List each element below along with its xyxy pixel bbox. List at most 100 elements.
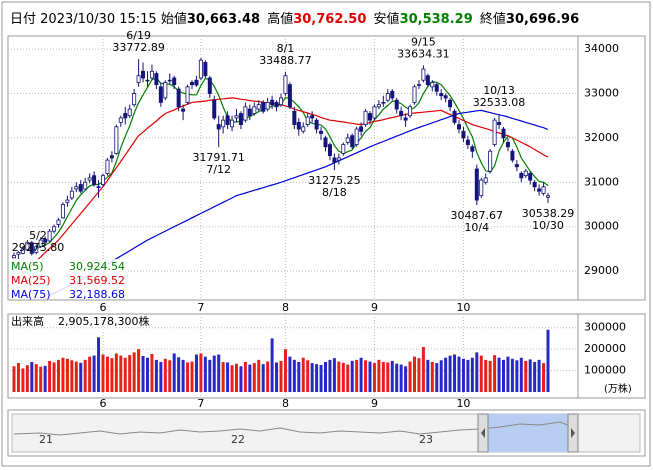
candle-body <box>381 101 386 104</box>
candle-body <box>25 241 30 251</box>
candle-body <box>283 75 288 94</box>
volume-bar <box>395 363 399 392</box>
candle-body <box>443 95 448 99</box>
header-low: 30,538.29 <box>399 12 473 27</box>
candle-body <box>461 130 466 139</box>
candle-body <box>43 238 48 243</box>
candle-body <box>127 108 132 117</box>
volume-bar <box>332 358 336 392</box>
candle-body <box>163 82 168 99</box>
candle-body <box>372 106 377 119</box>
volume-bar <box>301 357 305 392</box>
volume-bar <box>399 364 403 392</box>
navigator-label: 22 <box>231 433 245 446</box>
candle-body <box>359 126 364 132</box>
candle-body <box>399 110 404 117</box>
volume-bar <box>528 359 532 392</box>
volume-bar <box>194 354 198 392</box>
volume-bar <box>435 363 439 392</box>
candle-body <box>390 90 395 99</box>
legend-name: MA(25) <box>11 274 51 287</box>
volume-bar <box>239 366 243 392</box>
header-label: 始値 <box>160 12 187 27</box>
y-tick-label: 32000 <box>584 131 619 144</box>
volume-bar <box>359 357 363 392</box>
volume-bar <box>270 338 274 392</box>
x-tick-label: 10 <box>456 397 470 410</box>
navigator-window[interactable] <box>488 414 568 452</box>
volume-bar <box>221 362 225 392</box>
x-tick-label: 7 <box>197 301 204 314</box>
x-tick-label: 6 <box>100 397 107 410</box>
candle-body <box>216 124 221 130</box>
candle-body <box>65 199 70 203</box>
volume-bar <box>243 362 247 392</box>
annotation-date: 10/30 <box>532 219 564 232</box>
y-tick-label: 30000 <box>584 220 619 233</box>
annotation-value: 30538.29 <box>522 207 575 220</box>
candle-body <box>154 73 159 86</box>
candle-body <box>60 204 65 219</box>
candle-body <box>198 59 203 79</box>
volume-bar <box>283 349 287 392</box>
volume-bar <box>537 359 541 392</box>
candle-body <box>172 77 177 86</box>
legend-value: 30,924.54 <box>69 260 125 273</box>
volume-bar <box>208 359 212 392</box>
candle-body <box>514 164 519 168</box>
candle-body <box>38 239 43 247</box>
candle-body <box>501 128 506 139</box>
volume-bar <box>546 329 550 392</box>
volume-bar <box>466 359 470 392</box>
candle-body <box>323 137 328 148</box>
annotation-date: 8/18 <box>322 186 347 199</box>
ma-line <box>22 97 549 274</box>
volume-bar <box>488 360 492 392</box>
volume-bar <box>337 361 341 392</box>
volume-bar <box>315 364 319 392</box>
header-open: 30,663.48 <box>186 12 261 27</box>
volume-bar <box>181 359 185 392</box>
volume-bar <box>266 361 270 392</box>
y-tick-label: 33000 <box>584 87 619 100</box>
header-high: 30,762.50 <box>293 12 367 27</box>
y-tick-label: 200000 <box>584 342 626 355</box>
candle-body <box>109 155 114 159</box>
candle-body <box>132 93 137 106</box>
candle-body <box>185 86 190 103</box>
x-tick-label: 7 <box>197 397 204 410</box>
volume-bar <box>146 357 149 392</box>
candle-body <box>16 252 21 255</box>
candle-body <box>11 255 16 259</box>
volume-bar <box>257 359 261 392</box>
candle-body <box>230 119 235 128</box>
candle-body <box>234 115 239 119</box>
candle-body <box>301 126 306 132</box>
volume-bar <box>444 357 448 392</box>
candle-body <box>292 110 297 125</box>
volume-bar <box>461 358 465 392</box>
volume-bar <box>288 356 292 392</box>
volume-bar <box>475 352 479 392</box>
price-panel <box>7 35 646 301</box>
candle-body <box>78 184 83 192</box>
handle-arrow <box>571 428 575 438</box>
candle-body <box>136 75 141 83</box>
volume-bar <box>25 365 29 392</box>
volume-bar <box>421 347 425 392</box>
y-tick-label: 100000 <box>584 364 626 377</box>
x-tick-label: 8 <box>282 301 289 314</box>
volume-bar <box>457 356 461 392</box>
volume-bar <box>61 357 65 392</box>
candle-body <box>167 79 172 82</box>
candle-body <box>319 130 324 134</box>
annotation-date: 7/12 <box>206 163 231 176</box>
candle-body <box>274 101 279 108</box>
volume-bar <box>524 360 528 392</box>
candle-body <box>296 121 301 130</box>
candle-body <box>434 84 439 92</box>
volume-bar <box>381 362 385 392</box>
volume-bar <box>110 358 114 392</box>
volume-bar <box>448 355 452 392</box>
annotation-value: 31791.71 <box>192 151 245 164</box>
